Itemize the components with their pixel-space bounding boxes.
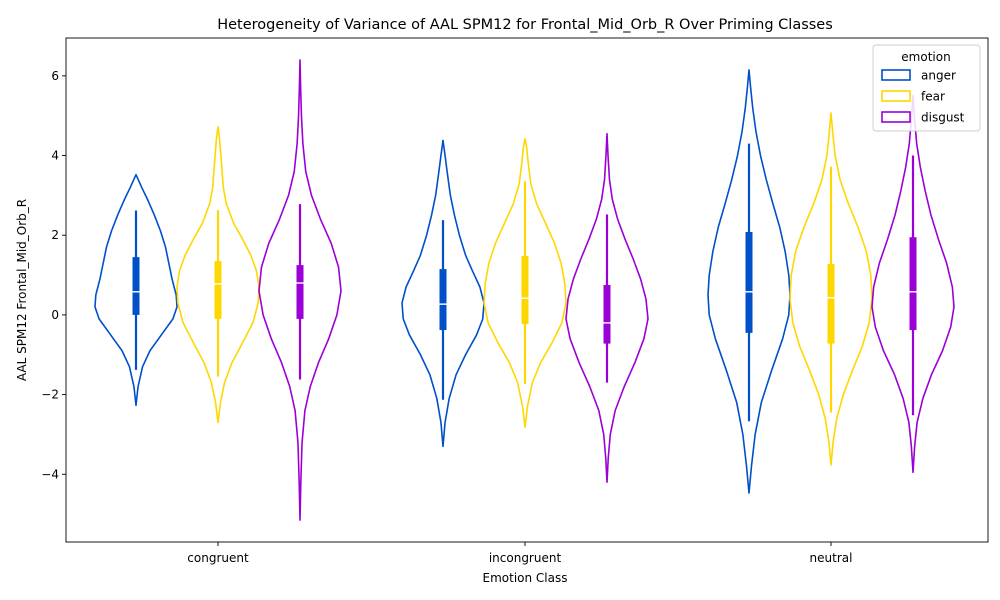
- violin-iqr-box: [214, 261, 222, 319]
- x-tick-label: neutral: [810, 551, 853, 565]
- violin-iqr-box: [296, 265, 304, 319]
- legend-label: disgust: [921, 111, 965, 125]
- y-tick-label: 6: [51, 69, 59, 83]
- violin-disgust-incongruent: [565, 132, 649, 484]
- y-tick-label: 4: [51, 149, 59, 163]
- violin-fear-incongruent: [483, 138, 567, 429]
- legend-swatch: [881, 90, 911, 102]
- legend-swatch: [881, 111, 911, 123]
- violin-iqr-box: [603, 285, 611, 344]
- violin-anger-incongruent: [401, 139, 485, 448]
- legend-title: emotion: [901, 50, 950, 64]
- violin-iqr-box: [745, 232, 753, 333]
- violin-iqr-box: [909, 237, 917, 331]
- legend-label: anger: [921, 69, 956, 83]
- violin-outline: [258, 59, 342, 521]
- x-tick-label: congruent: [187, 551, 249, 565]
- x-axis: congruent incongruent neutral: [187, 542, 852, 565]
- y-tick-label: 2: [51, 228, 59, 242]
- y-axis: −4 −2 0 2 4 6: [41, 69, 66, 481]
- x-tick-label: incongruent: [489, 551, 562, 565]
- x-axis-label: Emotion Class: [483, 571, 568, 585]
- violin-anger-congruent: [94, 173, 178, 407]
- violin-outline: [565, 132, 649, 484]
- legend: emotion anger fear disgust: [872, 44, 981, 132]
- y-tick-label: −2: [41, 388, 59, 402]
- violin-iqr-box: [439, 269, 447, 331]
- legend-swatch: [881, 69, 911, 81]
- legend-box: [872, 44, 981, 132]
- chart-title: Heterogeneity of Variance of AAL SPM12 f…: [217, 17, 833, 33]
- violin-outline: [483, 138, 567, 429]
- y-tick-label: −4: [41, 467, 59, 481]
- legend-entries: anger fear disgust: [881, 69, 965, 125]
- legend-label: fear: [921, 90, 945, 104]
- violin-iqr-box: [827, 263, 835, 344]
- violin-fear-neutral: [789, 112, 873, 466]
- violin-anger-neutral: [707, 69, 791, 494]
- violin-fear-congruent: [176, 126, 260, 424]
- y-tick-label: 0: [51, 308, 59, 322]
- violin-outline: [94, 173, 178, 407]
- legend-entry-disgust: disgust: [881, 111, 965, 125]
- violin-outline: [707, 69, 791, 494]
- legend-entry-anger: anger: [881, 69, 956, 83]
- violin-outline: [401, 139, 485, 448]
- y-axis-label: AAL SPM12 Frontal_Mid_Orb_R: [15, 199, 29, 381]
- violin-iqr-box: [132, 257, 140, 315]
- violin-layer: [94, 59, 955, 521]
- violin-iqr-box: [521, 255, 529, 325]
- violin-disgust-neutral: [871, 94, 955, 474]
- violin-disgust-congruent: [258, 59, 342, 521]
- legend-entry-fear: fear: [881, 90, 945, 104]
- violin-outline: [176, 126, 260, 424]
- plot-frame: [65, 37, 989, 543]
- violin-outline: [789, 112, 873, 466]
